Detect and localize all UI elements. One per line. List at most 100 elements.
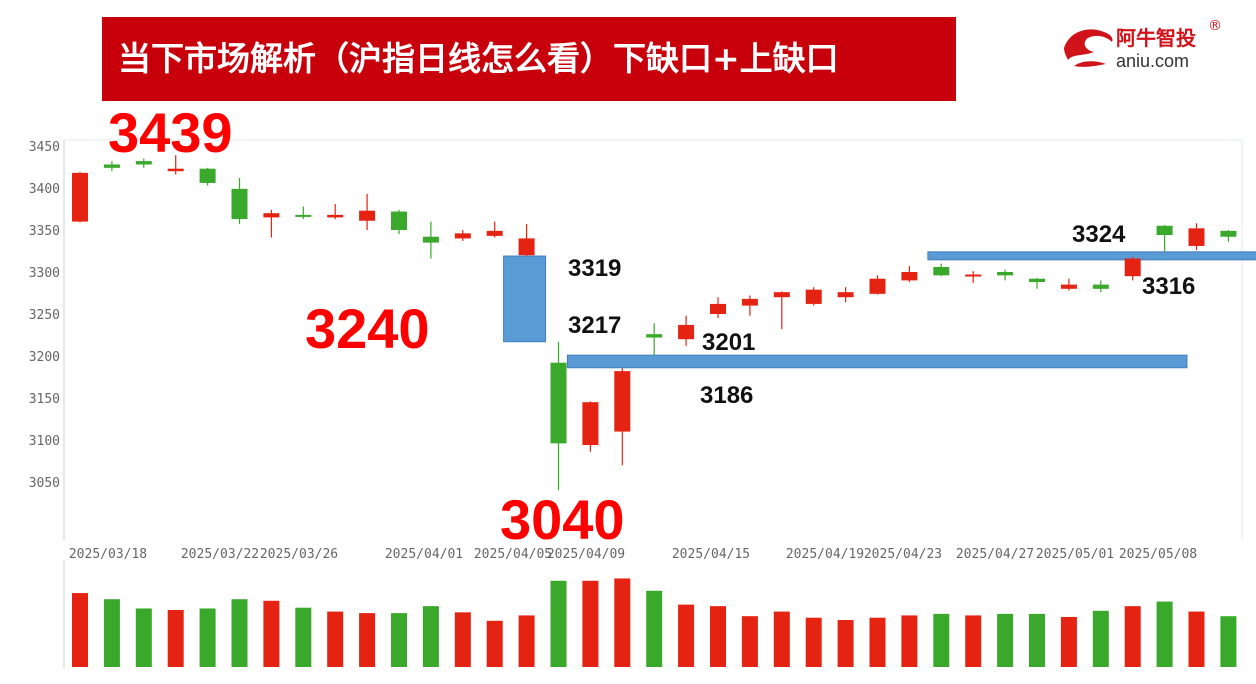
candle-body bbox=[72, 172, 88, 222]
volume-bar bbox=[486, 620, 503, 667]
candle-body bbox=[295, 214, 312, 217]
candle-body bbox=[1220, 230, 1237, 237]
candle-body bbox=[773, 292, 790, 298]
volume-bar bbox=[295, 607, 312, 667]
x-tick-label: 2025/03/26 bbox=[260, 547, 338, 562]
x-tick-label: 2025/04/27 bbox=[956, 547, 1034, 562]
volume-bar bbox=[614, 578, 631, 667]
candle-body bbox=[1188, 228, 1205, 246]
candle-body bbox=[1156, 225, 1173, 236]
volume-bar bbox=[167, 610, 184, 667]
volume-bar bbox=[1156, 601, 1173, 667]
price-callout: 3319 bbox=[568, 255, 621, 282]
x-tick-label: 2025/04/05 bbox=[474, 547, 552, 562]
candle-body bbox=[646, 334, 663, 338]
x-tick-label: 2025/03/22 bbox=[181, 547, 259, 562]
volume-bar bbox=[1092, 610, 1109, 667]
candle-body bbox=[135, 161, 152, 165]
brand-logo: 阿牛智投 ® aniu.com bbox=[1060, 18, 1250, 76]
price-callout: 3316 bbox=[1142, 273, 1195, 300]
volume-bar bbox=[518, 615, 535, 667]
volume-bar bbox=[1029, 613, 1045, 667]
x-tick-label: 2025/04/19 bbox=[786, 547, 864, 562]
volume-bar bbox=[231, 599, 248, 667]
y-tick-label: 3200 bbox=[29, 350, 60, 365]
price-callout-large: 3240 bbox=[305, 297, 430, 360]
price-callout: 3217 bbox=[568, 312, 621, 339]
x-tick-label: 2025/05/01 bbox=[1036, 547, 1114, 562]
volume-bar bbox=[1124, 606, 1141, 667]
candle-body bbox=[582, 402, 599, 446]
candle-body bbox=[550, 362, 567, 444]
volume-bar bbox=[837, 620, 854, 667]
candle-body bbox=[231, 188, 248, 220]
volume-bar bbox=[550, 580, 567, 667]
price-callout-large: 3439 bbox=[108, 101, 233, 164]
logo-chinese-text: 阿牛智投 bbox=[1116, 26, 1196, 50]
volume-bar bbox=[1188, 611, 1205, 667]
price-callout: 3324 bbox=[1072, 221, 1126, 248]
volume-bar bbox=[805, 617, 822, 667]
y-tick-label: 3050 bbox=[29, 476, 60, 491]
candle-body bbox=[805, 289, 822, 304]
volume-bar bbox=[263, 600, 280, 667]
gap-zone-1 bbox=[566, 354, 1188, 369]
candle-body bbox=[678, 324, 695, 340]
volume-bar bbox=[391, 613, 407, 667]
candle-body bbox=[997, 272, 1014, 276]
volume-bar bbox=[454, 612, 471, 667]
candle-body bbox=[486, 230, 503, 236]
volume-bar bbox=[359, 613, 376, 667]
candle-body bbox=[901, 272, 918, 281]
y-tick-label: 3450 bbox=[29, 140, 60, 155]
y-tick-label: 3250 bbox=[29, 308, 60, 323]
price-callout-large: 3040 bbox=[500, 488, 625, 551]
registered-mark: ® bbox=[1208, 18, 1222, 34]
x-tick-label: 2025/03/18 bbox=[69, 547, 147, 562]
gap-zone-2 bbox=[927, 251, 1256, 261]
volume-bar bbox=[199, 608, 216, 667]
candle-body bbox=[518, 238, 535, 256]
volume-bar bbox=[965, 615, 982, 667]
candle-body bbox=[710, 303, 726, 314]
candle-body bbox=[263, 213, 280, 218]
y-tick-label: 3150 bbox=[29, 392, 60, 407]
candle-body bbox=[933, 266, 950, 276]
candle-body bbox=[199, 168, 216, 183]
gap-zone-0 bbox=[503, 255, 547, 343]
volume-bar bbox=[646, 590, 663, 667]
candle-body bbox=[422, 236, 439, 243]
volume-bar bbox=[103, 599, 120, 667]
bull-logo-icon bbox=[1064, 29, 1113, 67]
candle-body bbox=[454, 233, 471, 239]
candle-body bbox=[391, 211, 407, 230]
page-title: 当下市场解析（沪指日线怎么看）下缺口+上缺口 bbox=[118, 39, 839, 78]
candle-body bbox=[965, 274, 982, 277]
volume-bar bbox=[582, 580, 599, 667]
candle-body bbox=[1092, 284, 1109, 289]
volume-bar bbox=[710, 606, 726, 667]
y-tick-label: 3100 bbox=[29, 434, 60, 449]
volume-bar bbox=[869, 617, 886, 667]
x-tick-label: 2025/04/23 bbox=[864, 547, 942, 562]
candle-body bbox=[167, 168, 184, 172]
logo-domain-text: aniu.com bbox=[1116, 51, 1190, 71]
y-tick-label: 3350 bbox=[29, 224, 60, 239]
title-banner: 当下市场解析（沪指日线怎么看）下缺口+上缺口 bbox=[102, 17, 956, 101]
candle-body bbox=[103, 164, 120, 168]
price-callout: 3186 bbox=[700, 382, 753, 409]
price-callout: 3201 bbox=[702, 329, 755, 356]
x-tick-label: 2025/04/15 bbox=[672, 547, 750, 562]
y-tick-label: 3300 bbox=[29, 266, 60, 281]
volume-bar bbox=[933, 613, 950, 667]
volume-bar bbox=[1060, 616, 1077, 667]
candle-body bbox=[1124, 258, 1141, 277]
volume-bar bbox=[72, 593, 88, 667]
volume-bar bbox=[773, 611, 790, 667]
candle-body bbox=[1060, 284, 1077, 289]
candle-body bbox=[837, 292, 854, 298]
y-tick-label: 3400 bbox=[29, 182, 60, 197]
volume-bar bbox=[901, 615, 918, 667]
volume-bar bbox=[678, 604, 695, 667]
candle-body bbox=[1029, 278, 1045, 283]
